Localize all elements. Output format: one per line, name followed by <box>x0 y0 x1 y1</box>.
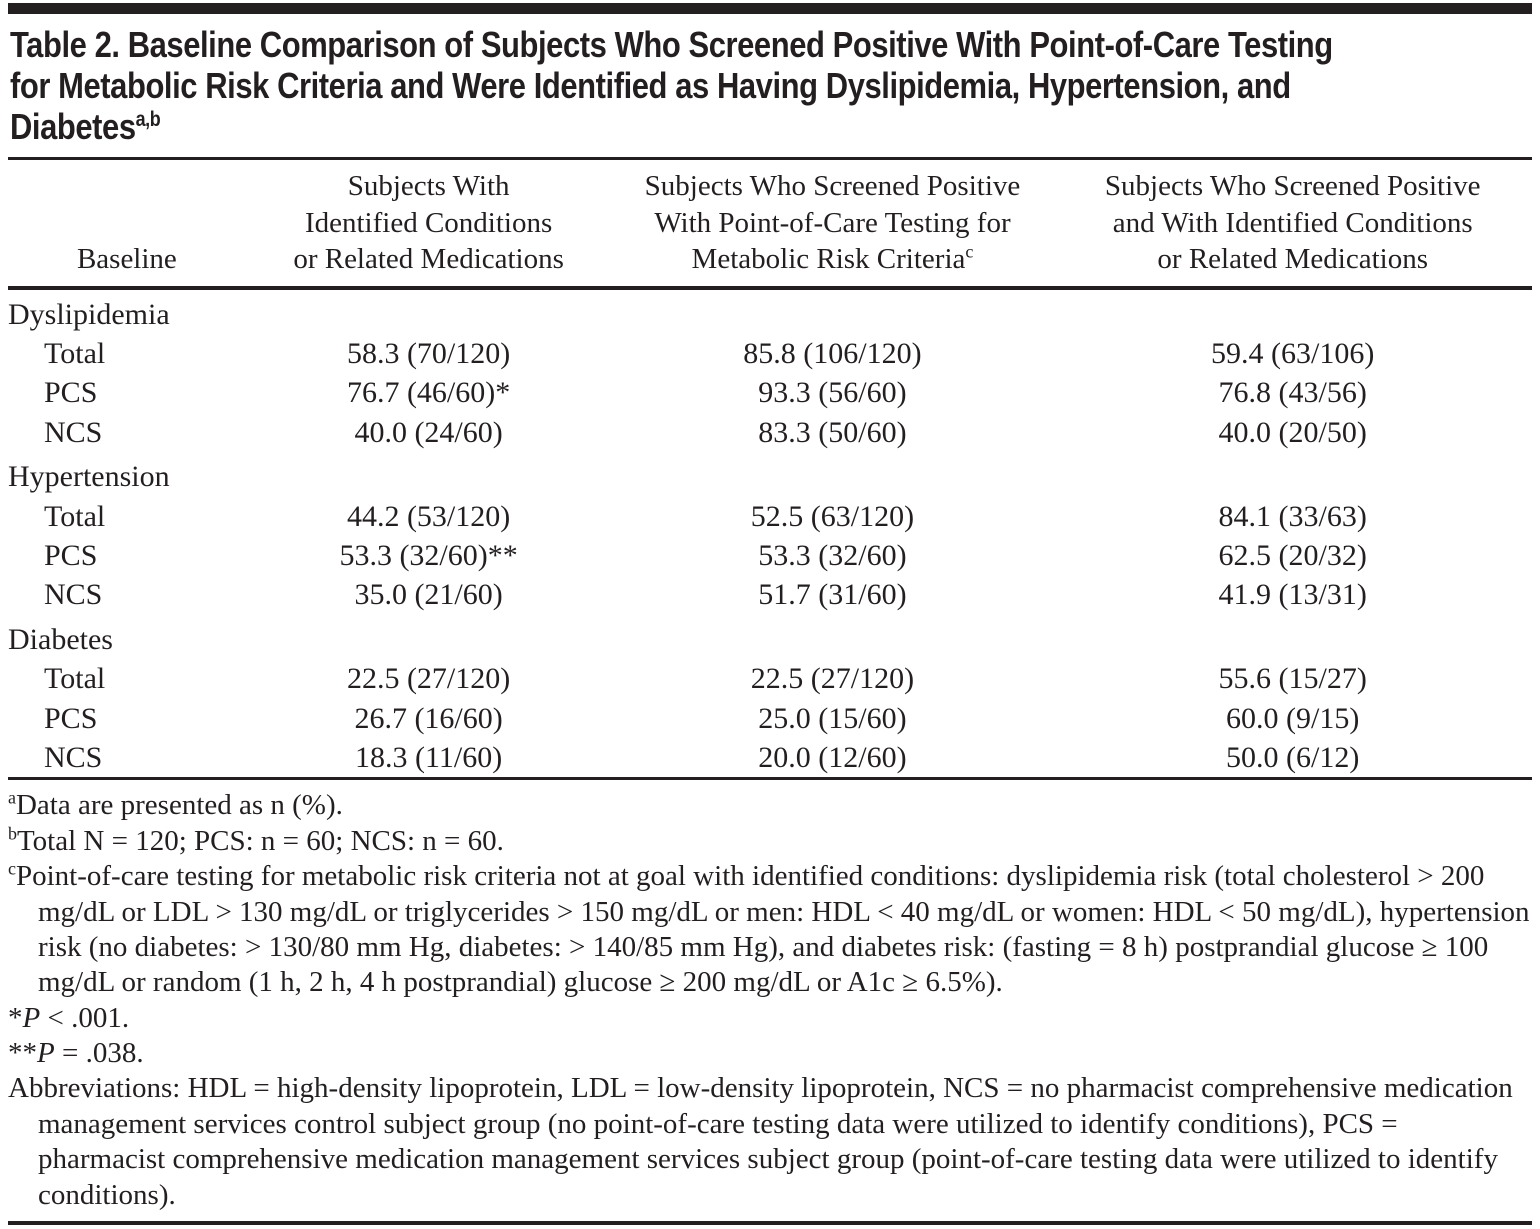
p-symbol: P <box>37 1037 55 1069</box>
section-label-diabetes: Diabetes <box>8 622 113 656</box>
cell-value: 22.5 (27/120) <box>346 662 511 696</box>
row-label: PCS <box>44 376 98 410</box>
cell-value: 84.1 (33/63) <box>1218 499 1367 533</box>
footnote-c: cPoint-of-care testing for metabolic ris… <box>8 859 1532 1001</box>
section-row: Hypertension <box>8 452 1532 496</box>
row-label: Total <box>44 662 106 696</box>
footnote-b-text: Total N = 120; PCS: n = 60; NCS: n = 60. <box>16 824 504 857</box>
cell-value: 51.7 (31/60) <box>758 578 907 612</box>
table-row: NCS 40.0 (24/60) 83.3 (50/60) 40.0 (20/5… <box>8 413 1532 452</box>
section-label-dyslipidemia: Dyslipidemia <box>8 297 170 331</box>
cell-value: 50.0 (6/12) <box>1226 740 1360 774</box>
rule-under-body <box>8 777 1532 781</box>
cell-value: 59.4 (63/106) <box>1211 337 1375 371</box>
footnote-a: aData are presented as n (%). <box>8 788 1532 823</box>
table-row: Total 22.5 (27/120) 22.5 (27/120) 55.6 (… <box>8 659 1532 698</box>
table-row: NCS 18.3 (11/60) 20.0 (12/60) 50.0 (6/12… <box>8 738 1532 777</box>
table-row: PCS 76.7 (46/60)* 93.3 (56/60) 76.8 (43/… <box>8 373 1532 412</box>
section-row: Dyslipidemia <box>8 290 1532 334</box>
section-row: Diabetes <box>8 615 1532 659</box>
table-title: Table 2. Baseline Comparison of Subjects… <box>10 24 1530 147</box>
column-header-identified-conditions: Subjects With Identified Conditions or R… <box>293 170 564 276</box>
cell-value: 26.7 (16/60) <box>354 701 503 735</box>
table-row: NCS 35.0 (21/60) 51.7 (31/60) 41.9 (13/3… <box>8 575 1532 614</box>
footnote-a-marker: a <box>8 787 16 808</box>
column-header-screened-and-identified: Subjects Who Screened Positive and With … <box>1104 170 1481 276</box>
p-symbol: P <box>22 1001 41 1034</box>
cell-value: 22.5 (27/120) <box>750 662 915 696</box>
footnote-c-marker: c <box>8 858 16 879</box>
abbreviations-text: Abbreviations: HDL = high-density lipopr… <box>8 1072 1513 1211</box>
cell-value: 58.3 (70/120) <box>346 337 511 371</box>
cell-value: 25.0 (15/60) <box>758 701 907 735</box>
table-row: PCS 53.3 (32/60)** 53.3 (32/60) 62.5 (20… <box>8 536 1532 575</box>
table-title-line-3: Diabetesa,b <box>10 106 1540 147</box>
cell-value: 62.5 (20/32) <box>1218 539 1367 573</box>
double-star-marker: ** <box>8 1037 37 1069</box>
footnote-a-text: Data are presented as n (%). <box>15 789 343 822</box>
cell-value: 85.8 (106/120) <box>743 337 922 371</box>
row-label: PCS <box>44 701 98 735</box>
pvalue-text: < .001. <box>40 1001 130 1034</box>
table-title-line-1: Table 2. Baseline Comparison of Subjects… <box>10 24 1333 65</box>
column-footnote-mark-c: c <box>965 241 974 262</box>
baseline-comparison-table: Baseline Subjects With Identified Condit… <box>8 160 1532 286</box>
row-label: NCS <box>44 578 103 612</box>
footnote-b: bTotal N = 120; PCS: n = 60; NCS: n = 60… <box>8 824 1532 859</box>
rule-under-title <box>8 157 1532 161</box>
footnote-b-marker: b <box>8 823 17 844</box>
cell-value: 40.0 (24/60) <box>354 415 503 449</box>
row-label: Total <box>44 499 106 533</box>
row-label: PCS <box>44 539 98 573</box>
rule-under-header <box>8 285 1532 290</box>
cell-value: 93.3 (56/60) <box>758 376 907 410</box>
cell-value: 35.0 (21/60) <box>354 578 503 612</box>
cell-value: 53.3 (32/60) <box>758 539 907 573</box>
cell-value: 18.3 (11/60) <box>355 740 503 774</box>
table-row: Total 58.3 (70/120) 85.8 (106/120) 59.4 … <box>8 334 1532 373</box>
bottom-rule-bar <box>8 1220 1532 1225</box>
row-label: NCS <box>44 415 103 449</box>
row-label: Total <box>44 337 106 371</box>
cell-value: 55.6 (15/27) <box>1218 662 1367 696</box>
table-row: PCS 26.7 (16/60) 25.0 (15/60) 60.0 (9/15… <box>8 699 1532 738</box>
star-marker: * <box>8 1001 23 1034</box>
table-title-word: Diabetes <box>10 106 136 148</box>
cell-value: 44.2 (53/120) <box>346 499 511 533</box>
footnote-abbreviations: Abbreviations: HDL = high-density lipopr… <box>8 1071 1532 1213</box>
cell-value: 76.8 (43/56) <box>1218 376 1367 410</box>
table-row: Total 44.2 (53/120) 52.5 (63/120) 84.1 (… <box>8 497 1532 536</box>
footnote-pvalue-double-star: **P = .038. <box>8 1036 1532 1071</box>
cell-value: 83.3 (50/60) <box>758 415 907 449</box>
column-header-baseline: Baseline <box>76 243 177 276</box>
section-label-hypertension: Hypertension <box>8 460 170 494</box>
table-title-footnote-marks: a,b <box>135 108 161 132</box>
table-title-line-2: for Metabolic Risk Criteria and Were Ide… <box>10 65 1291 107</box>
row-label: NCS <box>44 740 103 774</box>
column-header-screened-positive: Subjects Who Screened Positive With Poin… <box>644 170 1021 276</box>
cell-value: 76.7 (46/60)* <box>346 376 511 410</box>
baseline-comparison-table-body: Dyslipidemia Total 58.3 (70/120) 85.8 (1… <box>8 290 1532 778</box>
table-figure: Table 2. Baseline Comparison of Subjects… <box>0 3 1540 1225</box>
footnotes: aData are presented as n (%). bTotal N =… <box>8 788 1532 1213</box>
footnote-c-text: Point-of-care testing for metabolic risk… <box>15 860 1530 999</box>
cell-value: 53.3 (32/60)** <box>339 539 518 573</box>
cell-value: 40.0 (20/50) <box>1218 415 1367 449</box>
pvalue-text: = .038. <box>54 1037 144 1069</box>
top-rule-bar <box>8 3 1532 14</box>
cell-value: 20.0 (12/60) <box>758 740 907 774</box>
cell-value: 60.0 (9/15) <box>1226 701 1360 735</box>
header-row: Baseline Subjects With Identified Condit… <box>8 160 1532 286</box>
cell-value: 52.5 (63/120) <box>750 499 915 533</box>
cell-value: 41.9 (13/31) <box>1218 578 1367 612</box>
footnote-pvalue-single-star: *P < .001. <box>8 1001 1532 1036</box>
